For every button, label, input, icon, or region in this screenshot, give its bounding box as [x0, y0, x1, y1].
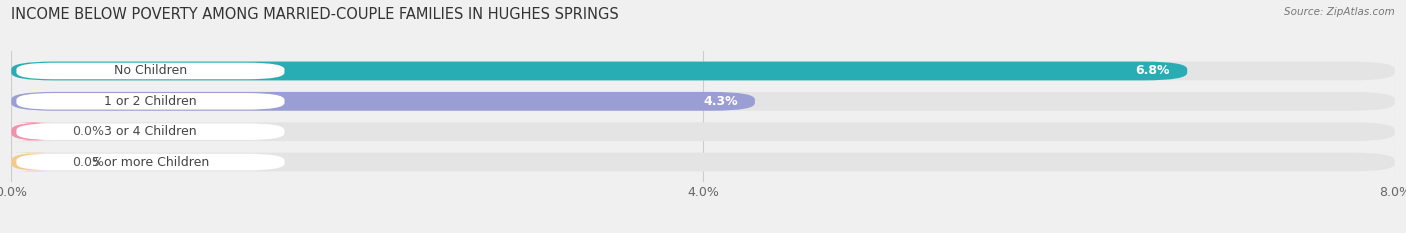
- FancyBboxPatch shape: [11, 92, 755, 111]
- Text: 1 or 2 Children: 1 or 2 Children: [104, 95, 197, 108]
- FancyBboxPatch shape: [11, 62, 1395, 80]
- Text: 5 or more Children: 5 or more Children: [91, 155, 209, 168]
- FancyBboxPatch shape: [17, 123, 284, 140]
- FancyBboxPatch shape: [11, 122, 55, 141]
- FancyBboxPatch shape: [11, 62, 1187, 80]
- Text: 6.8%: 6.8%: [1136, 65, 1170, 78]
- Text: Source: ZipAtlas.com: Source: ZipAtlas.com: [1284, 7, 1395, 17]
- FancyBboxPatch shape: [17, 93, 284, 110]
- FancyBboxPatch shape: [11, 153, 55, 171]
- Text: 0.0%: 0.0%: [72, 155, 104, 168]
- Text: 3 or 4 Children: 3 or 4 Children: [104, 125, 197, 138]
- Text: 4.3%: 4.3%: [703, 95, 738, 108]
- Text: 0.0%: 0.0%: [72, 125, 104, 138]
- Text: No Children: No Children: [114, 65, 187, 78]
- FancyBboxPatch shape: [11, 92, 1395, 111]
- FancyBboxPatch shape: [11, 122, 1395, 141]
- FancyBboxPatch shape: [17, 154, 284, 170]
- Text: INCOME BELOW POVERTY AMONG MARRIED-COUPLE FAMILIES IN HUGHES SPRINGS: INCOME BELOW POVERTY AMONG MARRIED-COUPL…: [11, 7, 619, 22]
- FancyBboxPatch shape: [17, 63, 284, 79]
- FancyBboxPatch shape: [11, 153, 1395, 171]
